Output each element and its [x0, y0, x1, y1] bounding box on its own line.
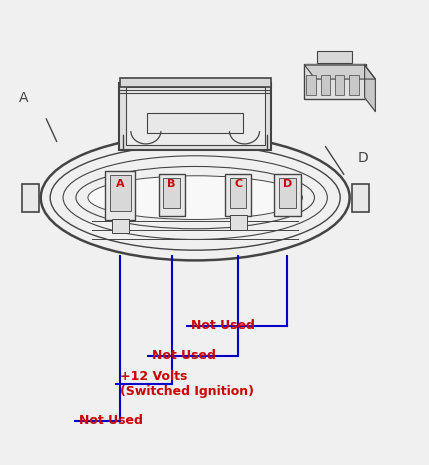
- Polygon shape: [305, 65, 375, 79]
- FancyBboxPatch shape: [225, 174, 251, 217]
- FancyBboxPatch shape: [119, 83, 271, 150]
- FancyBboxPatch shape: [22, 184, 39, 212]
- FancyBboxPatch shape: [349, 75, 359, 95]
- FancyBboxPatch shape: [306, 75, 316, 95]
- Text: B: B: [167, 179, 176, 189]
- FancyBboxPatch shape: [317, 51, 352, 63]
- FancyBboxPatch shape: [105, 171, 136, 220]
- FancyBboxPatch shape: [163, 178, 180, 208]
- Text: Not Used: Not Used: [152, 349, 216, 362]
- FancyBboxPatch shape: [159, 174, 184, 217]
- Text: D: D: [283, 179, 292, 189]
- Text: +12 Volts
(Switched Ignition): +12 Volts (Switched Ignition): [120, 370, 254, 398]
- FancyBboxPatch shape: [126, 87, 265, 145]
- FancyBboxPatch shape: [279, 178, 296, 208]
- Text: A: A: [19, 91, 28, 105]
- FancyBboxPatch shape: [304, 64, 366, 99]
- Text: D: D: [357, 151, 368, 165]
- FancyBboxPatch shape: [320, 75, 330, 95]
- Text: Not Used: Not Used: [191, 319, 255, 332]
- Ellipse shape: [88, 176, 302, 219]
- FancyBboxPatch shape: [112, 219, 129, 233]
- Text: A: A: [116, 179, 124, 189]
- FancyBboxPatch shape: [335, 75, 344, 95]
- FancyBboxPatch shape: [110, 175, 130, 211]
- Text: C: C: [234, 179, 242, 189]
- FancyBboxPatch shape: [275, 174, 301, 217]
- FancyBboxPatch shape: [147, 113, 243, 133]
- FancyBboxPatch shape: [120, 78, 271, 87]
- FancyBboxPatch shape: [230, 215, 247, 230]
- FancyBboxPatch shape: [352, 184, 369, 212]
- FancyBboxPatch shape: [230, 178, 247, 208]
- Text: Not Used: Not Used: [79, 414, 143, 427]
- Polygon shape: [365, 65, 375, 112]
